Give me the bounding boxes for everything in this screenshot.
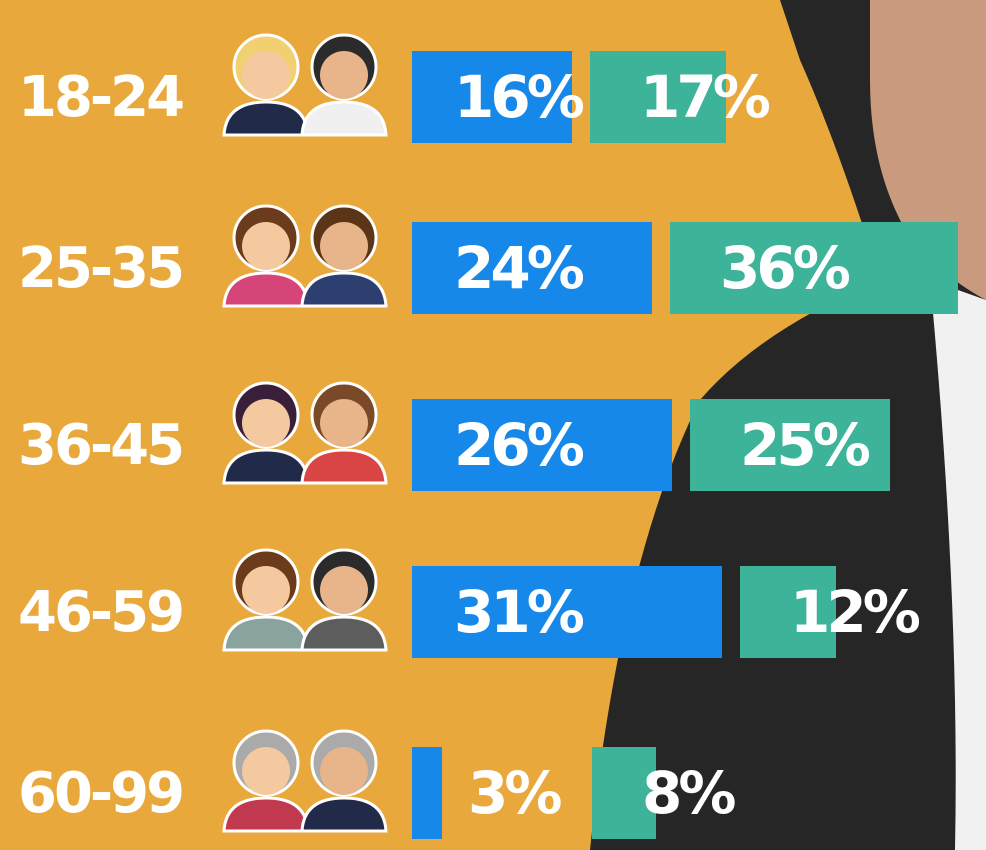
bar <box>412 747 442 839</box>
value-label: 36% <box>720 234 850 302</box>
age-label: 46-59 <box>18 580 182 645</box>
icon-face <box>242 222 290 270</box>
age-label: 36-45 <box>18 413 182 478</box>
icon-body <box>302 102 386 135</box>
value-label: 31% <box>454 578 584 646</box>
age-label: 60-99 <box>18 761 182 826</box>
value-label: 12% <box>790 578 920 646</box>
icon-face <box>320 399 368 447</box>
icon-face <box>242 51 290 99</box>
icon-face <box>320 51 368 99</box>
icon-body <box>224 102 308 135</box>
age-icon <box>224 35 386 135</box>
age-label: 25-35 <box>18 236 182 301</box>
icon-body <box>224 273 308 306</box>
page: 18-24 16% 17% 25-35 24% 36% 36-45 26% 25% 46-59 31… <box>0 0 986 850</box>
icon-face <box>242 566 290 614</box>
icon-face <box>320 222 368 270</box>
age-icon <box>224 383 386 483</box>
age-icon <box>224 550 386 650</box>
icon-body <box>302 798 386 831</box>
icon-face <box>242 747 290 795</box>
icon-face <box>320 747 368 795</box>
value-label: 3% <box>468 759 561 827</box>
value-label: 24% <box>454 234 584 302</box>
icon-body <box>302 273 386 306</box>
value-label: 8% <box>642 759 735 827</box>
age-icon <box>224 206 386 306</box>
value-label: 16% <box>454 63 584 131</box>
value-label: 25% <box>740 411 870 479</box>
icon-body <box>302 617 386 650</box>
icon-face <box>242 399 290 447</box>
icon-face <box>320 566 368 614</box>
value-label: 17% <box>640 63 770 131</box>
age-label: 18-24 <box>18 65 183 130</box>
icon-body <box>302 450 386 483</box>
value-label: 26% <box>454 411 584 479</box>
icon-body <box>224 617 308 650</box>
chart: 18-24 16% 17% 25-35 24% 36% 36-45 26% 25% 46-59 31… <box>0 0 986 850</box>
icon-body <box>224 798 308 831</box>
age-icon <box>224 731 386 831</box>
icon-body <box>224 450 308 483</box>
